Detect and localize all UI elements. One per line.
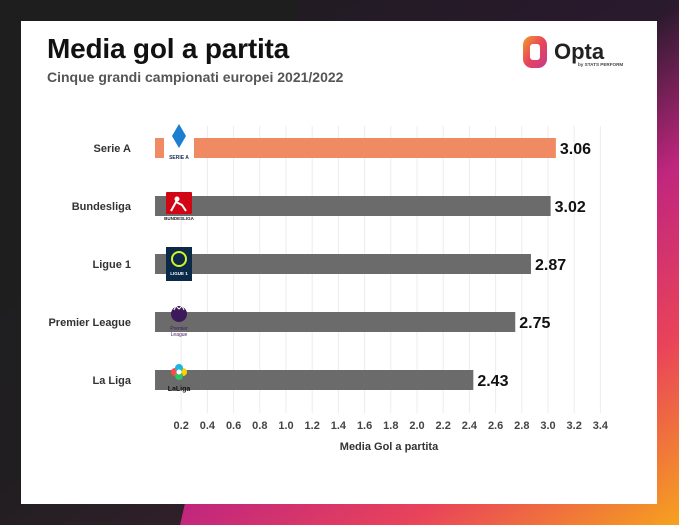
x-tick-label: 3.2 [567,420,582,432]
premier-league-crown-icon [173,305,185,311]
bar-ligue-1 [155,254,531,274]
category-label: Ligue 1 [92,259,131,271]
x-tick-label: 2.4 [462,420,478,432]
opta-tagline: by STATS PERFORM [578,62,623,67]
category-label: Premier League [48,317,131,329]
premier-league-logo-text-2: League [171,332,188,338]
category-label: Bundesliga [72,201,132,213]
x-tick-label: 1.6 [357,420,372,432]
premier-league-logo-text: Premier [170,326,188,332]
bar-serie-a [155,138,556,158]
bundesliga-player-icon [170,200,187,212]
x-tick-label: 2.2 [436,420,451,432]
laliga-petal-icon [175,364,183,372]
premier-league-logo [171,306,187,322]
ligue-1-logo-text: LIGUE 1 [170,271,188,276]
x-tick-label: 2.8 [514,420,529,432]
x-tick-label: 0.4 [200,420,216,432]
x-tick-label: 0.2 [174,420,189,432]
chart-title: Media gol a partita [47,33,290,64]
category-label: La Liga [92,375,131,387]
x-tick-label: 3.4 [593,420,609,432]
opta-wordmark: Opta [554,39,605,64]
category-label: Serie A [93,143,131,155]
x-tick-label: 2.0 [409,420,424,432]
serie-a-shield-icon [172,124,186,148]
data-label: 3.02 [555,199,586,216]
x-tick-label: 1.0 [278,420,293,432]
data-label: 2.87 [535,257,566,274]
bar-chart: Serie A 3.06 Bundesliga 3.02 Ligue 1 2.87 Prem… [48,122,609,453]
serie-a-logo-text: SERIE A [169,155,189,161]
x-tick-label: 1.4 [331,420,347,432]
x-tick-label: 1.8 [383,420,398,432]
data-label: 2.43 [477,373,508,390]
laliga-center-icon [176,369,182,375]
data-label: 3.06 [560,141,591,158]
x-tick-label: 3.0 [540,420,555,432]
data-label: 2.75 [519,315,550,332]
x-tick-label: 1.2 [305,420,320,432]
bar-bundesliga [155,196,551,216]
x-axis-title: Media Gol a partita [340,441,439,453]
x-tick-label: 2.6 [488,420,503,432]
chart-subtitle: Cinque grandi campionati europei 2021/20… [47,69,344,85]
laliga-logo-text: LaLiga [168,386,191,393]
bundesliga-ball-icon [174,196,180,202]
bar-premier-league [155,312,516,332]
chart-card: Media gol a partita Cinque grandi campio… [21,21,657,504]
ligue-1-ring-icon [171,251,187,267]
x-tick-label: 0.6 [226,420,241,432]
bundesliga-logo-text: BUNDESLIGA [164,216,195,221]
x-tick-label: 0.8 [252,420,267,432]
opta-logo: Opta by STATS PERFORM [523,36,623,68]
bar-la-liga [155,370,474,390]
laliga-petal-icon [175,372,183,380]
